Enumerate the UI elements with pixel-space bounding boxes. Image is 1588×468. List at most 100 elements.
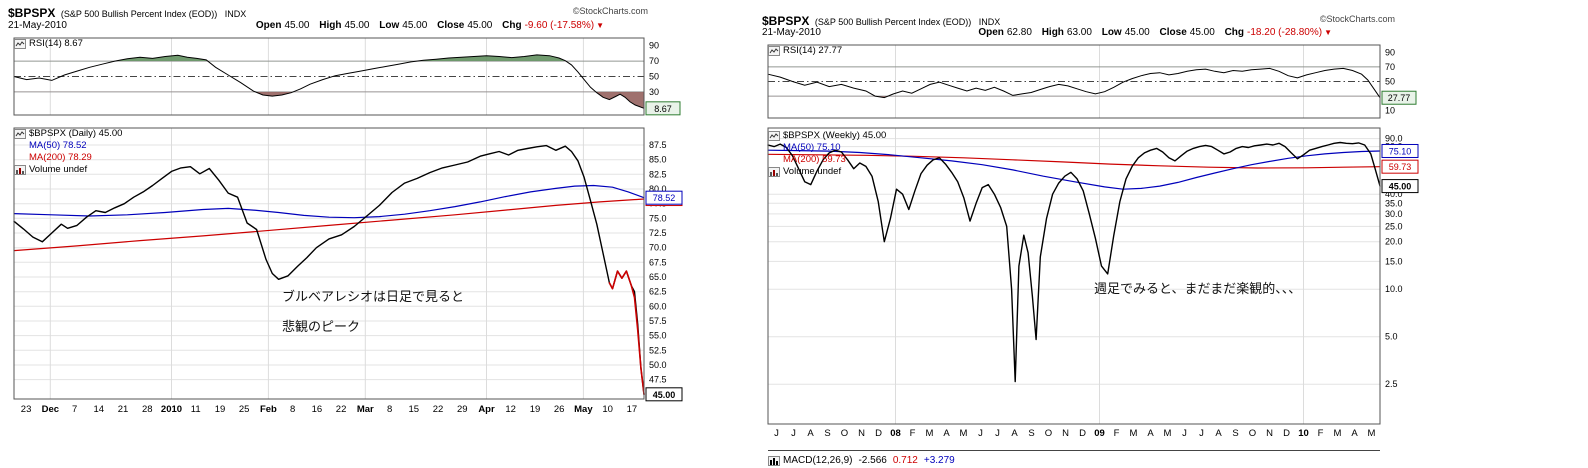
ohlc-row: Open 62.80 High 63.00 Low 45.00 Close 45.00 …	[971, 27, 1332, 38]
chg-value: -9.60 (-17.58%)	[524, 20, 595, 31]
last-value-box	[645, 101, 681, 116]
indicator-icon	[14, 39, 26, 49]
low-label: Low	[1101, 27, 1122, 38]
price-legend: $BPSPX (Daily) 45.00 MA(50) 78.52 MA(200…	[14, 128, 122, 176]
x-tick-label: 7	[71, 404, 78, 415]
x-tick-label: M	[925, 428, 934, 439]
x-tick-label: 22	[335, 404, 347, 415]
x-tick-label: S	[1232, 428, 1239, 439]
low-label: Low	[379, 20, 400, 31]
x-tick-label: O	[1248, 428, 1257, 439]
macd-legend: MACD(12,26,9) -2.566 0.712 +3.279	[768, 455, 961, 466]
volume-icon	[768, 167, 780, 177]
ma200-line	[13, 198, 645, 252]
x-tick-label: M	[1129, 428, 1138, 439]
x-tick-label: D	[1283, 428, 1290, 439]
x-tick-label: 8	[386, 404, 393, 415]
tick-label: 30.0	[1385, 209, 1403, 219]
x-tick-label: 09	[1094, 428, 1105, 439]
x-tick-label: 19	[214, 404, 226, 415]
price-panel: 87.585.082.580.077.575.072.570.067.565.0…	[13, 127, 683, 402]
last-value-label: 8.67	[654, 104, 672, 114]
x-tick-label: N	[1266, 428, 1273, 439]
indicator-icon	[14, 129, 26, 139]
x-tick-label: 16	[311, 404, 323, 415]
price-legend-label: $BPSPX (Weekly) 45.00	[783, 130, 887, 141]
weekly-chart: ©StockCharts.com $BPSPX (S&P 500 Bullish…	[752, 0, 1462, 468]
tick-label: 50.0	[649, 360, 667, 370]
x-tick-label: A	[1011, 428, 1018, 439]
exchange-label: INDX	[224, 9, 247, 19]
x-tick-label: 26	[553, 404, 565, 415]
tick-label: 90	[649, 41, 659, 51]
date-label: 21-May-2010	[762, 27, 821, 38]
last-value-label: 45.00	[1389, 182, 1412, 192]
x-tick-label: 25	[238, 404, 250, 415]
x-tick-label: O	[1044, 428, 1053, 439]
rsi-line	[767, 67, 1381, 99]
x-tick-label: 15	[408, 404, 420, 415]
x-tick-label: Feb	[259, 404, 277, 415]
tick-label: 10	[1385, 106, 1395, 116]
down-triangle-icon: ▼	[1324, 28, 1332, 37]
ma200-line	[767, 153, 1381, 169]
tick-label: 20.0	[1385, 237, 1403, 247]
volume-legend-label: Volume undef	[783, 166, 842, 177]
low-value: 45.00	[1124, 27, 1150, 38]
rsi-overbought-fill	[768, 67, 1380, 98]
x-tick-label: Apr	[478, 404, 495, 415]
tick-label: 75.0	[649, 213, 667, 223]
x-tick-label: J	[995, 428, 1000, 439]
tick-label: 5.0	[1385, 332, 1398, 342]
macd-signal-value: 0.712	[892, 455, 918, 466]
x-tick-label: N	[858, 428, 865, 439]
rsi-panel: 907050301027.77	[767, 44, 1417, 119]
x-tick-label: J	[774, 428, 779, 439]
macd-hist-value: +3.279	[923, 455, 955, 466]
indicator-icon	[768, 131, 780, 141]
annotation-text: 週足でみると、まだまだ楽観的、、、	[1094, 281, 1302, 296]
open-label: Open	[978, 27, 1004, 38]
annotation-text: ブルベアレシオは日足で見ると	[282, 289, 465, 304]
tick-label: 72.5	[649, 228, 667, 238]
high-label: High	[1041, 27, 1064, 38]
x-tick-label: J	[1182, 428, 1187, 439]
last-value-box	[645, 190, 683, 205]
rsi-overbought-fill	[14, 54, 644, 62]
tick-label: 70	[1385, 62, 1395, 72]
x-axis: 23 Dec 7 14 21 28 2010 11 19 25 Feb 8 16 22 Mar 8 15 22 29…	[8, 404, 688, 416]
tick-label: 90.0	[1385, 134, 1403, 144]
last-value-box	[1381, 90, 1417, 105]
high-label: High	[319, 20, 342, 31]
x-tick-label: J	[978, 428, 983, 439]
x-tick-label: A	[1215, 428, 1222, 439]
high-value: 63.00	[1066, 27, 1092, 38]
last-value-box	[1381, 159, 1419, 174]
x-tick-label: J	[1199, 428, 1204, 439]
x-tick-label: 2010	[160, 404, 183, 415]
ma50-legend-label: MA(50) 75.10	[783, 142, 841, 153]
chg-value: -18.20 (-28.80%)	[1247, 27, 1323, 38]
x-tick-label: A	[1351, 428, 1358, 439]
chart-header: ©StockCharts.com $BPSPX (S&P 500 Bullish…	[762, 14, 1395, 28]
tick-label: 2.5	[1385, 379, 1398, 389]
tick-label: 70	[649, 56, 659, 66]
x-tick-label: J	[791, 428, 796, 439]
chart-header: ©StockCharts.com $BPSPX (S&P 500 Bullish…	[8, 6, 648, 20]
tick-label: 67.5	[649, 257, 667, 267]
tick-label: 90	[1385, 47, 1395, 57]
x-tick-label: S	[1028, 428, 1035, 439]
final-selloff-line	[608, 270, 645, 396]
x-tick-label: M	[1333, 428, 1342, 439]
tick-label: 80.0	[649, 184, 667, 194]
quote-header: 21-May-2010 Open 62.80 High 63.00 Low 45.00…	[762, 27, 1402, 38]
x-tick-label: A	[1147, 428, 1154, 439]
x-tick-label: 17	[626, 404, 638, 415]
volume-legend-label: Volume undef	[29, 164, 88, 175]
last-value-label: 78.52	[653, 193, 676, 203]
last-value-box	[1381, 143, 1419, 158]
x-tick-label: F	[909, 428, 916, 439]
tick-label: 10.0	[1385, 284, 1403, 294]
chg-label: Chg	[502, 20, 522, 31]
